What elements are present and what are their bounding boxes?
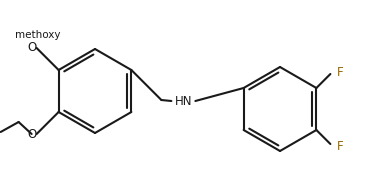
Text: HN: HN (175, 95, 192, 108)
Text: O: O (28, 40, 37, 53)
Text: methoxy: methoxy (15, 30, 60, 40)
Text: O: O (28, 128, 37, 141)
Text: F: F (337, 139, 344, 152)
Text: F: F (337, 66, 344, 79)
